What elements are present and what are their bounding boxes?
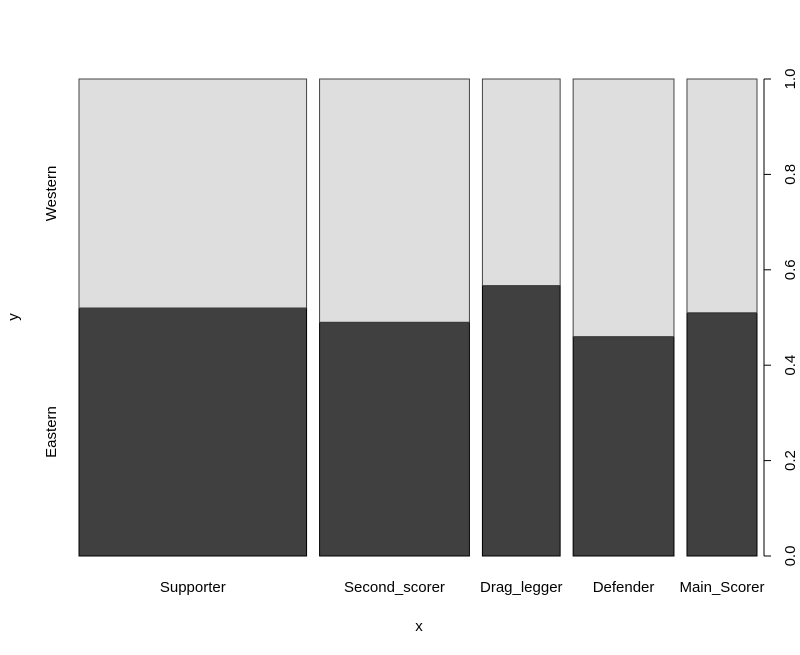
x-tick-label: Main_Scorer [679, 579, 764, 596]
left-axis-label-western: Western [43, 166, 60, 222]
bar-eastern-second-scorer [319, 321, 470, 557]
bar-eastern-main-scorer [686, 312, 758, 557]
bar-eastern-supporter [78, 307, 308, 557]
right-axis-tick-label: 0.2 [782, 450, 799, 471]
bar-western-second-scorer [319, 78, 470, 323]
bars-group [78, 78, 758, 557]
x-tick-label: Supporter [160, 579, 226, 596]
bar-western-main-scorer [686, 78, 758, 314]
right-axis-tick-label: 0.4 [782, 355, 799, 376]
left-axis-label-eastern: Eastern [43, 406, 60, 458]
bar-eastern-drag-legger [481, 285, 561, 557]
x-axis-label: x [415, 618, 423, 635]
bar-eastern-defender [572, 336, 675, 557]
x-tick-label: Second_scorer [344, 579, 445, 596]
bar-western-drag-legger [481, 78, 561, 287]
left-axis-labels: Eastern Western [43, 166, 60, 458]
x-tick-label: Drag_legger [480, 579, 563, 596]
right-axis-tick-label: 0.6 [782, 259, 799, 280]
x-tick-labels: Supporter Second_scorer Drag_legger Defende… [160, 579, 765, 596]
right-axis-tick-label: 1.0 [782, 69, 799, 90]
right-axis: 0.0 0.2 0.4 0.6 0.8 1.0 [763, 69, 799, 567]
bar-western-supporter [78, 78, 308, 309]
y-axis-label: y [5, 313, 22, 321]
bar-western-defender [572, 78, 675, 338]
right-axis-tick-label: 0.8 [782, 164, 799, 185]
right-axis-tick-label: 0.0 [782, 546, 799, 567]
x-tick-label: Defender [593, 579, 655, 596]
